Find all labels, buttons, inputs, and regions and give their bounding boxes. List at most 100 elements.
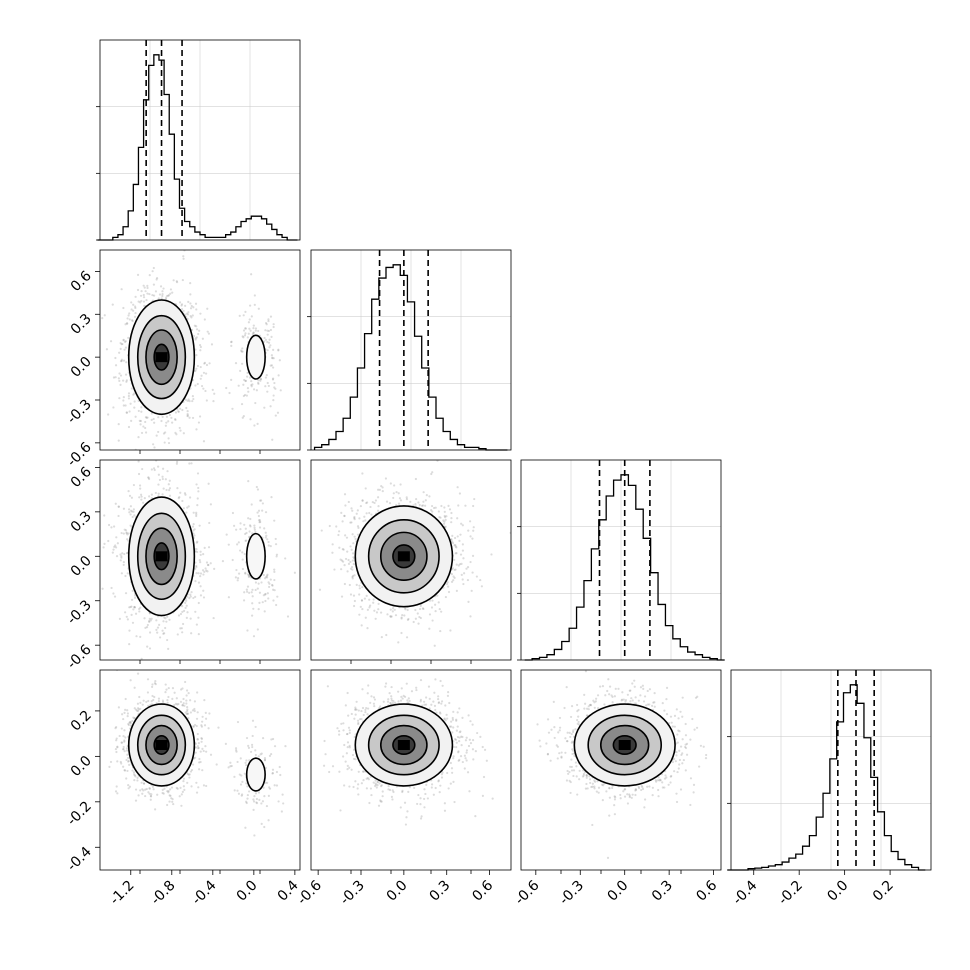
sample-point — [132, 510, 135, 513]
sample-point — [193, 707, 196, 711]
sample-point — [161, 475, 164, 478]
sample-point — [158, 623, 161, 626]
sample-point — [373, 501, 376, 505]
sample-point — [168, 487, 172, 490]
sample-point — [203, 570, 206, 573]
param-2-vs-param-3-frame — [310, 459, 512, 661]
sample-point — [192, 334, 196, 338]
sample-point — [195, 566, 198, 569]
sample-point — [130, 598, 134, 601]
sample-point — [161, 293, 164, 296]
sample-point — [197, 742, 200, 745]
sample-point — [120, 359, 123, 363]
sample-point — [115, 536, 118, 539]
sample-point — [265, 575, 268, 579]
sample-point — [134, 295, 137, 298]
sample-point — [140, 498, 143, 501]
sample-point — [158, 478, 162, 482]
sample-point — [200, 724, 203, 727]
sample-point — [141, 467, 144, 471]
sample-point — [124, 404, 127, 407]
sample-point — [144, 420, 147, 424]
sample-point — [203, 699, 206, 702]
sample-point — [122, 532, 125, 535]
sample-point — [184, 493, 187, 496]
sample-point — [157, 492, 160, 495]
sample-point — [184, 680, 187, 684]
sample-point — [122, 765, 125, 768]
sample-point — [212, 616, 215, 620]
sample-point — [182, 309, 185, 313]
sample-point — [253, 528, 256, 531]
sample-point — [409, 500, 412, 503]
sample-point — [207, 563, 210, 567]
sample-point — [284, 557, 287, 560]
sample-point — [413, 451, 415, 453]
sample-point — [185, 511, 188, 514]
sample-point — [197, 490, 200, 493]
sample-point — [123, 739, 126, 742]
sample-point — [199, 750, 202, 753]
sample-point — [420, 504, 424, 507]
sample-point — [252, 331, 255, 334]
sample-point — [360, 599, 364, 602]
sample-point — [241, 551, 244, 554]
sample-point — [264, 385, 267, 388]
sample-point — [151, 293, 154, 297]
sample-point — [245, 539, 248, 542]
sample-point — [360, 599, 364, 602]
sample-point — [133, 514, 136, 517]
sample-point — [127, 392, 131, 395]
sample-point — [450, 573, 454, 576]
sample-point — [264, 536, 267, 539]
sample-point — [119, 383, 122, 386]
sample-point — [455, 589, 458, 592]
sample-point — [169, 288, 173, 291]
sample-point — [143, 304, 146, 307]
sample-point — [150, 418, 153, 421]
sample-point — [162, 792, 165, 795]
sample-point — [203, 318, 206, 321]
sample-point — [133, 406, 136, 409]
sample-point — [221, 560, 225, 563]
sample-point — [412, 620, 415, 624]
sample-point — [125, 531, 128, 534]
sample-point — [262, 573, 265, 577]
sample-point — [197, 332, 200, 336]
sample-point — [376, 496, 380, 499]
sample-point — [350, 565, 354, 569]
param-1-vs-param-3-frame — [99, 459, 301, 661]
sample-point — [127, 397, 131, 400]
sample-point — [194, 595, 197, 598]
sample-point — [199, 594, 203, 597]
sample-point — [267, 581, 270, 584]
sample-point — [166, 699, 169, 702]
sample-point — [202, 553, 205, 556]
sample-point — [431, 599, 434, 602]
sample-point — [200, 374, 203, 377]
sample-point — [186, 410, 189, 413]
sample-point — [276, 411, 280, 414]
sample-point — [124, 611, 127, 614]
sample-point — [277, 348, 280, 351]
sample-point — [127, 760, 130, 763]
sample-point — [198, 757, 201, 761]
sample-point — [257, 582, 260, 585]
sample-point — [191, 395, 194, 398]
sample-point — [157, 473, 160, 476]
sample-point — [133, 605, 136, 609]
sample-point — [251, 532, 254, 535]
sample-point — [272, 588, 275, 591]
sample-point — [122, 399, 125, 402]
sample-point — [122, 359, 126, 362]
sample-point — [246, 387, 250, 390]
sample-point — [110, 586, 113, 590]
sample-point — [127, 723, 130, 727]
sample-point — [194, 580, 197, 583]
sample-point — [140, 657, 143, 660]
sample-point — [391, 607, 395, 610]
sample-point — [142, 425, 145, 428]
sample-point — [454, 552, 457, 555]
sample-point — [168, 618, 171, 621]
sample-point — [469, 560, 472, 564]
